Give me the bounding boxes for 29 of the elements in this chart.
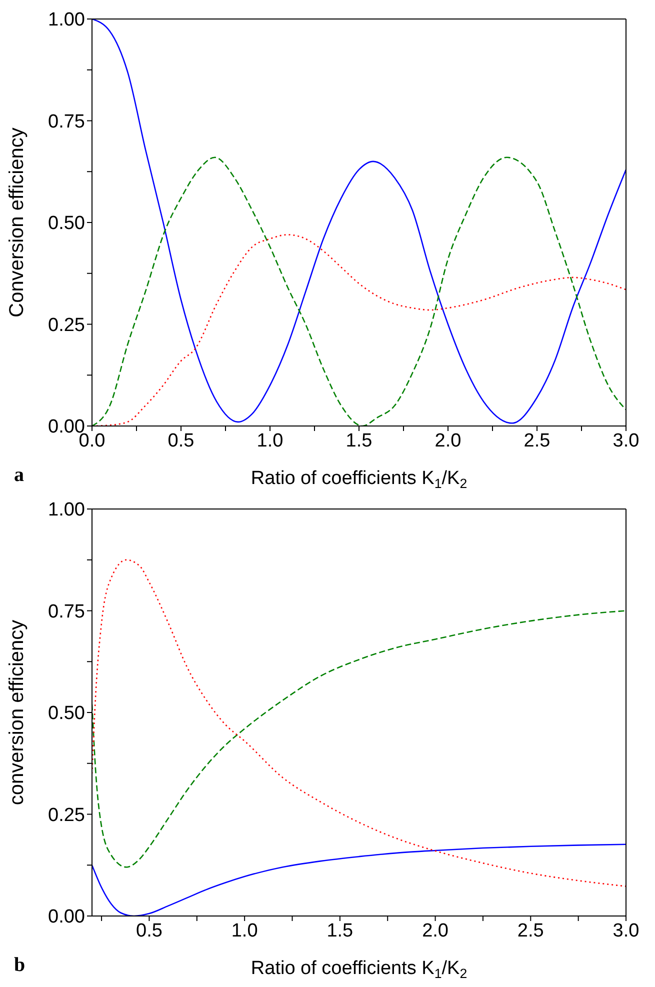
text: b xyxy=(14,954,26,977)
y-tick-label: 0.25 xyxy=(48,804,85,826)
text: a xyxy=(14,464,24,487)
y-tick-label: 0.75 xyxy=(48,601,85,622)
x-tick-label: 2.5 xyxy=(524,430,550,452)
y-tick-label: 1.00 xyxy=(48,500,85,521)
x-axis-title: Ratio of coefficients K$_{1}$/K$_{2}$ xyxy=(250,958,468,981)
y-tick-label: 0.00 xyxy=(48,906,85,928)
y-tick-label: 0.50 xyxy=(48,213,85,234)
x-axis-title: Ratio of coefficients K$_{1}$/K$_{2}$ xyxy=(250,468,468,491)
x-tick-label: 1.0 xyxy=(231,920,258,942)
x-tick-label: 1.5 xyxy=(346,430,372,452)
y-axis-title: Conversion efficiency xyxy=(6,128,28,318)
x-tick-label: 2.0 xyxy=(422,920,448,942)
x-tick-label: 1.0 xyxy=(256,430,284,452)
y-tick-label: 0.75 xyxy=(48,111,85,132)
x-tick-label: 2.5 xyxy=(517,920,544,942)
y-tick-label: 1.00 xyxy=(48,10,85,31)
x-tick-label: 3.0 xyxy=(612,430,640,452)
y-tick-label: 0.50 xyxy=(48,703,85,724)
x-tick-label: 1.5 xyxy=(326,920,354,942)
y-axis-title: conversion efficiency xyxy=(6,620,28,806)
x-tick-label: 2.0 xyxy=(434,430,462,452)
y-tick-label: 0.25 xyxy=(48,314,85,336)
x-tick-label: 0.5 xyxy=(168,430,194,452)
line-series xyxy=(92,559,626,887)
x-tick-label: 3.0 xyxy=(612,920,640,942)
line-series xyxy=(92,610,626,868)
x-tick-label: 0.5 xyxy=(136,920,162,942)
